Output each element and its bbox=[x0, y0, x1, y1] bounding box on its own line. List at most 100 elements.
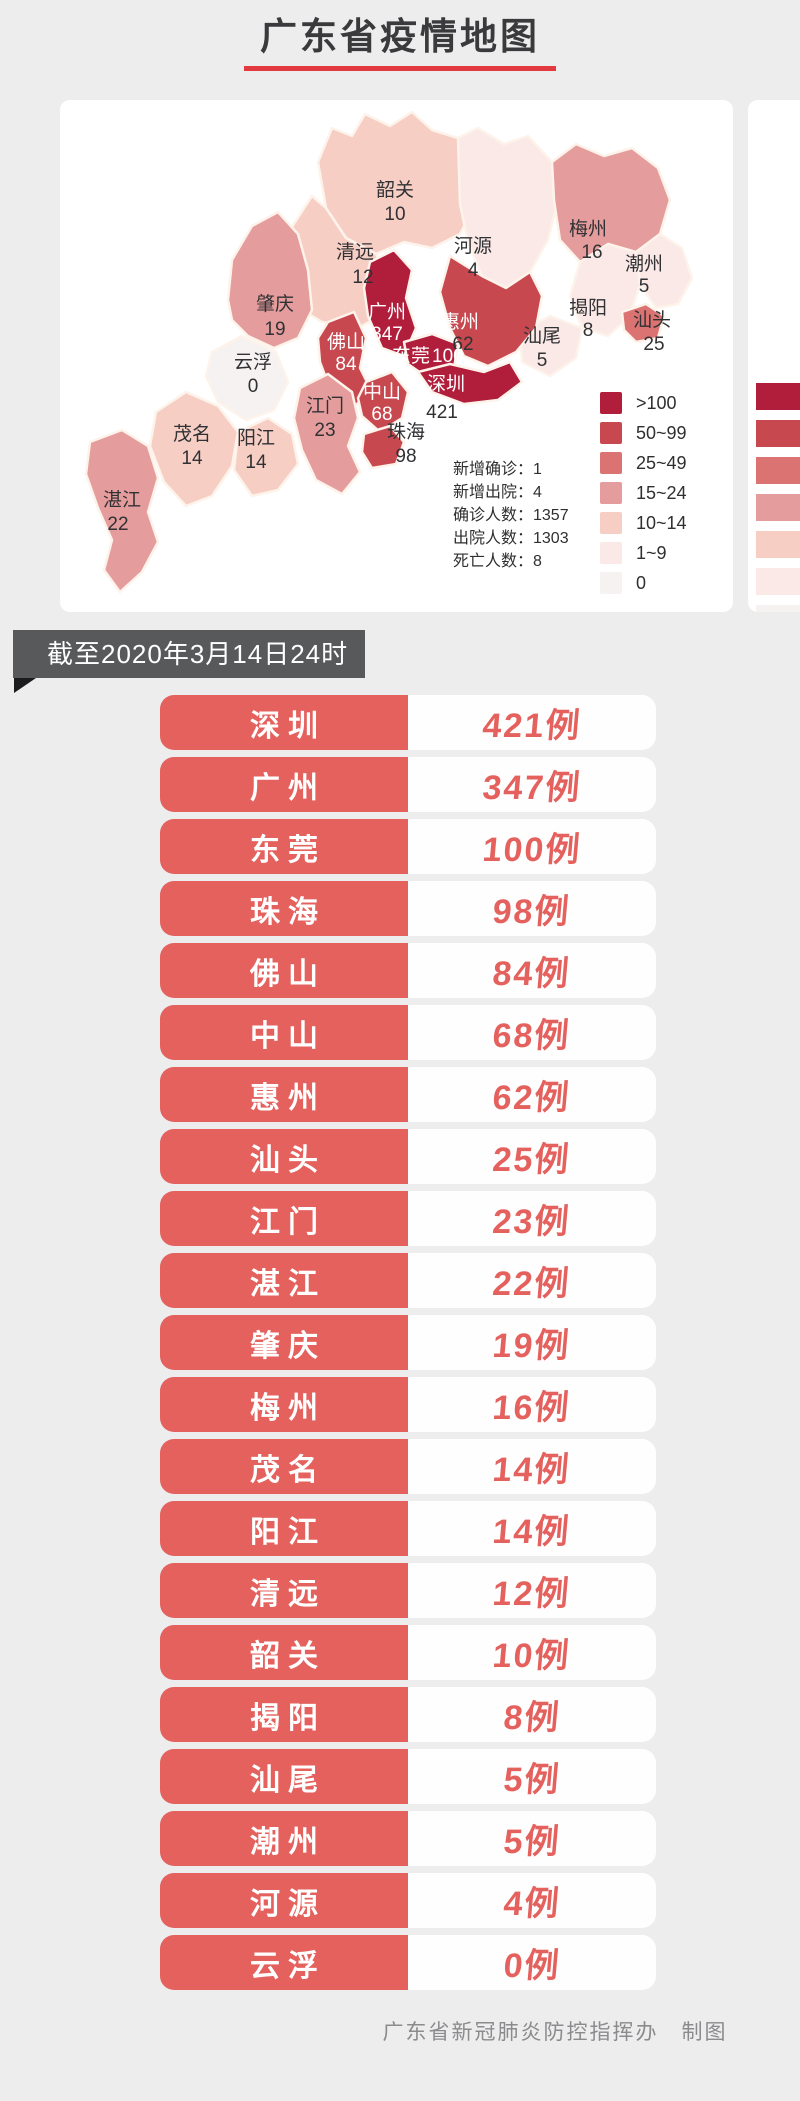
ranking-count-text: 4例 bbox=[501, 1885, 562, 1923]
map-region-zhuhai bbox=[360, 424, 406, 470]
map-value-dongguan: 100 bbox=[432, 346, 464, 367]
ranking-count-pill: 68例 bbox=[408, 1005, 656, 1060]
legend-row: 15~24 bbox=[600, 478, 687, 508]
map-value-yunfu: 0 bbox=[248, 376, 259, 397]
map-label-shaoguan: 韶关 bbox=[376, 179, 414, 201]
map-label-foshan: 佛山 bbox=[327, 331, 365, 353]
stat-deaths: 死亡人数：8 bbox=[453, 553, 542, 570]
map-value-shaoguan: 10 bbox=[384, 204, 405, 225]
ranking-city-pill: 阳江 bbox=[160, 1501, 408, 1556]
map-region-shanwei bbox=[518, 314, 584, 378]
map-value-shantou: 25 bbox=[643, 334, 664, 355]
map-region-maoming bbox=[148, 390, 240, 508]
map-value-shenzhen: 421 bbox=[426, 402, 458, 423]
map-label-maoming: 茂名 bbox=[173, 423, 211, 445]
map-value-jiangmen: 23 bbox=[314, 420, 335, 441]
ranking-city-pill: 广州 bbox=[160, 757, 408, 812]
ranking-count-pill: 25例 bbox=[408, 1129, 656, 1184]
ranking-count-pill: 23例 bbox=[408, 1191, 656, 1246]
ranking-count-text: 100例 bbox=[480, 831, 583, 869]
color-legend: >100 50~99 25~49 15~24 10~14 1~9 bbox=[600, 388, 687, 598]
map-value-foshan: 84 bbox=[335, 354, 357, 375]
strip-swatch bbox=[756, 420, 800, 447]
ranking-row: 深圳 421例 bbox=[160, 695, 656, 750]
footer-credit: 广东省新冠肺炎防控指挥办 制图 bbox=[382, 2021, 728, 2044]
legend-label: 10~14 bbox=[636, 512, 687, 533]
map-label-yangjiang: 阳江 bbox=[237, 427, 275, 449]
ranking-count-text: 68例 bbox=[491, 1017, 573, 1055]
ranking-city-pill: 佛山 bbox=[160, 943, 408, 998]
map-label-dongguan: 东莞 bbox=[392, 345, 430, 367]
map-region-yunfu bbox=[204, 334, 290, 422]
city-ranking-list: 深圳 421例 广州 347例 东莞 100例 珠海 98例 佛山 84例 中山… bbox=[160, 695, 656, 1997]
ranking-count-text: 19例 bbox=[491, 1327, 573, 1365]
ranking-count-text: 347例 bbox=[480, 769, 583, 807]
ranking-count-text: 62例 bbox=[491, 1079, 573, 1117]
guangdong-choropleth-map: 韶关 10 清远 12 河源 4 梅州 16 潮州 5 揭阳 8 汕头 25 汕… bbox=[84, 110, 694, 594]
ranking-city-pill: 潮州 bbox=[160, 1811, 408, 1866]
ranking-city-pill: 揭阳 bbox=[160, 1687, 408, 1742]
summary-stats: 新增确诊：1 新增出院：4 确诊人数：1357 出院人数：1303 死亡人数：8 bbox=[453, 458, 569, 573]
legend-label: 0 bbox=[636, 572, 647, 593]
ranking-count-pill: 12例 bbox=[408, 1563, 656, 1618]
ranking-row: 潮州 5例 bbox=[160, 1811, 656, 1866]
legend-label: >100 bbox=[636, 392, 677, 413]
map-region-yangjiang bbox=[232, 416, 300, 498]
ranking-row: 韶关 10例 bbox=[160, 1625, 656, 1680]
map-label-heyuan: 河源 bbox=[454, 235, 492, 257]
map-value-maoming: 14 bbox=[181, 448, 203, 469]
ranking-count-pill: 19例 bbox=[408, 1315, 656, 1370]
stat-total-confirmed: 确诊人数：1357 bbox=[453, 507, 569, 524]
map-label-shenzhen: 深圳 bbox=[427, 373, 465, 395]
ranking-city-pill: 云浮 bbox=[160, 1935, 408, 1990]
ranking-city-pill: 梅州 bbox=[160, 1377, 408, 1432]
legend-label: 1~9 bbox=[636, 542, 667, 563]
ranking-count-text: 5例 bbox=[501, 1823, 562, 1861]
ranking-city-pill: 珠海 bbox=[160, 881, 408, 936]
strip-swatch bbox=[756, 605, 800, 612]
ranking-count-pill: 4例 bbox=[408, 1873, 656, 1928]
legend-swatch bbox=[600, 542, 622, 564]
map-value-zhongshan: 68 bbox=[371, 404, 392, 425]
title-underline bbox=[244, 66, 556, 71]
ranking-row: 云浮 0例 bbox=[160, 1935, 656, 1990]
ranking-city-pill: 韶关 bbox=[160, 1625, 408, 1680]
map-value-chaozhou: 5 bbox=[639, 276, 650, 297]
map-value-shanwei: 5 bbox=[537, 350, 548, 371]
ranking-count-pill: 0例 bbox=[408, 1935, 656, 1990]
map-label-shanwei: 汕尾 bbox=[523, 325, 561, 347]
strip-swatch bbox=[756, 531, 800, 558]
legend-row: 0 bbox=[600, 568, 687, 598]
legend-row: 50~99 bbox=[600, 418, 687, 448]
ranking-row: 肇庆 19例 bbox=[160, 1315, 656, 1370]
legend-row: >100 bbox=[600, 388, 687, 418]
ranking-count-pill: 14例 bbox=[408, 1439, 656, 1494]
legend-row: 10~14 bbox=[600, 508, 687, 538]
ranking-city-pill: 汕头 bbox=[160, 1129, 408, 1184]
map-label-meizhou: 梅州 bbox=[569, 218, 607, 240]
strip-swatch bbox=[756, 568, 800, 595]
map-value-meizhou: 16 bbox=[581, 242, 602, 263]
ranking-city-pill: 肇庆 bbox=[160, 1315, 408, 1370]
ranking-row: 梅州 16例 bbox=[160, 1377, 656, 1432]
stat-new-discharged: 新增出院：4 bbox=[453, 484, 542, 501]
ranking-count-pill: 347例 bbox=[408, 757, 656, 812]
ranking-count-pill: 22例 bbox=[408, 1253, 656, 1308]
ranking-row: 佛山 84例 bbox=[160, 943, 656, 998]
map-value-heyuan: 4 bbox=[468, 260, 479, 281]
map-value-yangjiang: 14 bbox=[245, 452, 267, 473]
legend-swatch bbox=[600, 512, 622, 534]
map-label-guangzhou: 广州 bbox=[368, 301, 406, 323]
ranking-city-pill: 汕尾 bbox=[160, 1749, 408, 1804]
ranking-row: 河源 4例 bbox=[160, 1873, 656, 1928]
map-label-huizhou: 惠州 bbox=[441, 311, 479, 333]
ranking-count-pill: 421例 bbox=[408, 695, 656, 750]
ranking-count-pill: 5例 bbox=[408, 1811, 656, 1866]
map-card: 韶关 10 清远 12 河源 4 梅州 16 潮州 5 揭阳 8 汕头 25 汕… bbox=[60, 100, 733, 612]
map-region-zhongshan bbox=[356, 370, 410, 434]
map-label-jiangmen: 江门 bbox=[306, 395, 344, 417]
ranking-city-pill: 东莞 bbox=[160, 819, 408, 874]
legend-label: 50~99 bbox=[636, 422, 687, 443]
ranking-count-text: 421例 bbox=[480, 707, 583, 745]
